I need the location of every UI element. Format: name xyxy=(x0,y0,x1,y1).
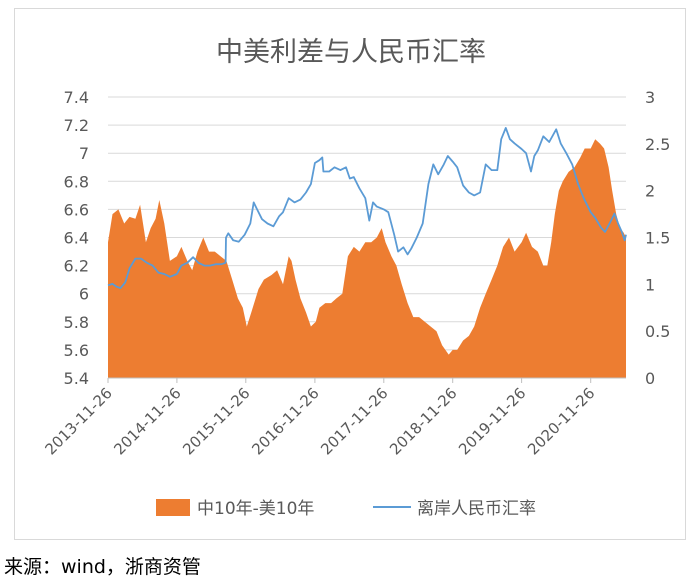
legend: 中10年-美10年 离岸人民币汇率 xyxy=(156,499,536,519)
legend-swatch-spread xyxy=(156,499,190,516)
y-left-tick-label: 6 xyxy=(79,285,89,304)
y-right-tick-label: 2 xyxy=(645,182,655,201)
y-right-tick-label: 0.5 xyxy=(645,322,670,341)
y-left-tick-label: 7 xyxy=(79,144,89,163)
series-spread-area xyxy=(108,139,626,378)
y-left-tick-label: 5.8 xyxy=(64,313,89,332)
fx-line-layer xyxy=(107,127,627,290)
y-left-tick-label: 6.4 xyxy=(64,229,89,248)
x-tick-label: 2020-11-26 xyxy=(524,384,598,458)
x-tick-label: 2016-11-26 xyxy=(248,384,322,458)
y-left-tick-label: 6.6 xyxy=(64,200,89,219)
series-fx-line xyxy=(107,127,627,290)
x-tick-label: 2019-11-26 xyxy=(455,384,529,458)
y-right-tick-label: 1.5 xyxy=(645,229,670,248)
x-tick-label: 2013-11-26 xyxy=(41,384,115,458)
chart: 中美利差与人民币汇率 5.4 5.6 5.8 6 6.2 6.4 6.6 6.8 7 7.2 7.4… xyxy=(41,37,670,519)
chart-title: 中美利差与人民币汇率 xyxy=(216,37,486,68)
legend-label-fx: 离岸人民币汇率 xyxy=(417,499,536,519)
y-left-tick-label: 6.2 xyxy=(64,257,89,276)
y-right-tick-label: 1 xyxy=(645,275,655,294)
y-left-tick-label: 7.2 xyxy=(64,116,89,135)
y-right-tick-label: 0 xyxy=(645,369,655,388)
spread-area-layer xyxy=(108,139,626,378)
y-left-tick-label: 5.4 xyxy=(64,369,89,388)
x-tick-label: 2014-11-26 xyxy=(110,384,184,458)
y-left-tick-label: 6.8 xyxy=(64,172,89,191)
x-tick-label: 2018-11-26 xyxy=(386,384,460,458)
source-note: 来源：wind，浙商资管 xyxy=(4,556,201,578)
y-right-tick-label: 3 xyxy=(645,88,655,107)
legend-label-spread: 中10年-美10年 xyxy=(197,499,314,519)
y-right-tick-label: 2.5 xyxy=(645,135,670,154)
x-tick-label: 2017-11-26 xyxy=(317,384,391,458)
y-left-tick-label: 7.4 xyxy=(64,88,89,107)
x-tick-label: 2015-11-26 xyxy=(179,384,253,458)
y-left-tick-label: 5.6 xyxy=(64,341,89,360)
chart-frame: 中美利差与人民币汇率 5.4 5.6 5.8 6 6.2 6.4 6.6 6.8 7 7.2 7.4… xyxy=(14,8,686,540)
